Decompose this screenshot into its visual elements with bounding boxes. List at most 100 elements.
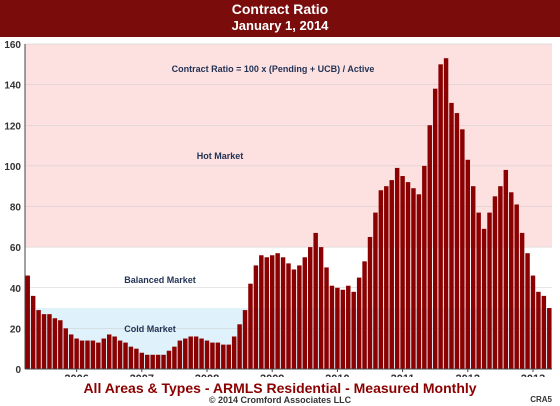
chart-date: January 1, 2014 [231,18,329,33]
y-tick-label: 80 [10,203,22,214]
bar [134,348,139,369]
bar [183,338,188,369]
bar [503,169,509,369]
bar [210,342,215,369]
bar [547,308,552,369]
bar [541,295,547,369]
bar [41,314,47,369]
bar [465,159,471,369]
bar [329,285,335,369]
bar [340,289,346,369]
bar [58,320,63,369]
bar [226,344,231,369]
bar [85,340,90,369]
bar [470,186,476,369]
bar [221,344,226,369]
bar [416,194,422,369]
y-tick-label: 140 [4,81,21,92]
bar [177,340,183,369]
bar [259,255,264,369]
formula-label: Contract Ratio = 100 x (Pending + UCB) /… [172,64,375,74]
bar [280,257,286,369]
bar [30,295,36,369]
zone-labels: Contract Ratio = 100 x (Pending + UCB) /… [124,64,374,334]
bar [454,113,460,369]
chart-header: Contract Ratio January 1, 2014 [0,0,560,37]
bar [519,232,525,369]
bar [101,338,107,369]
bar [514,204,519,369]
bar [389,180,394,369]
bar [112,336,117,369]
bar [405,182,411,369]
bar [509,192,514,369]
bar [411,188,416,369]
bar [351,291,356,369]
bar [400,176,405,369]
x-tick-label: 2012 [456,373,480,377]
bar [117,340,123,369]
contract-ratio-chart: 0 20 40 60 80 100 120 140 160 2006 2007 2008 2009 201… [4,40,552,377]
y-tick-label: 40 [10,284,22,295]
bar [123,342,128,369]
bar [525,253,530,369]
bar [145,354,150,369]
cold-market-label: Cold Market [124,324,176,334]
bar [367,236,373,369]
bar [481,228,487,369]
bar [476,212,481,369]
bar [96,342,101,369]
x-tick-label: 2006 [64,373,88,377]
bar [297,265,302,369]
bar [242,310,248,369]
bar [155,354,161,369]
bar [68,334,74,369]
x-tick-label: 2013 [521,373,545,377]
bar [215,342,221,369]
x-tick-label: 2009 [260,373,284,377]
bar [335,287,340,369]
bar [248,283,253,369]
bar [530,275,536,369]
bar [438,64,443,369]
bar [362,261,367,369]
bar [25,275,30,369]
bar [324,267,329,369]
bar [36,310,41,369]
bar [264,257,269,369]
bar [275,253,280,369]
bar [291,269,297,369]
bar [356,277,362,369]
bar [231,336,237,369]
bar [422,165,427,369]
chart-title: Contract Ratio [231,1,329,17]
bar [90,340,96,369]
bar [313,232,318,369]
bar [378,190,384,369]
bar [346,285,351,369]
chart-footer-title: All Areas & Types - ARMLS Residential - … [83,380,477,396]
bar [302,257,308,369]
bar [128,346,134,369]
bar [432,88,438,369]
copyright-notice: © 2014 Cromford Associates LLC [208,395,352,405]
bar [52,318,58,369]
bar [269,255,275,369]
y-tick-label: 160 [4,40,21,51]
bar [63,328,68,369]
bar [150,354,155,369]
bar [199,338,204,369]
bar [384,186,389,369]
x-tick-label: 2008 [195,373,219,377]
bar [74,338,79,369]
bar [172,346,177,369]
bar [373,212,378,369]
bar [536,291,541,369]
x-tick-label: 2010 [325,373,349,377]
bar [204,340,210,369]
bar [286,263,291,369]
bar [237,324,242,369]
chart-code: CRA5 [530,395,552,404]
bar [460,129,465,369]
bar [492,196,498,369]
